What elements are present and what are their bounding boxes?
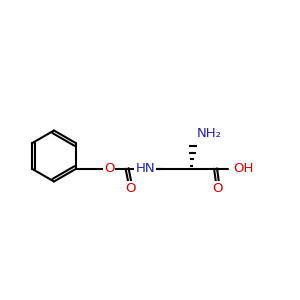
Text: O: O xyxy=(104,162,114,175)
Text: NH₂: NH₂ xyxy=(197,127,222,140)
Text: O: O xyxy=(212,182,222,195)
Text: HN: HN xyxy=(135,162,155,175)
Text: OH: OH xyxy=(234,162,254,175)
Text: O: O xyxy=(125,182,135,195)
